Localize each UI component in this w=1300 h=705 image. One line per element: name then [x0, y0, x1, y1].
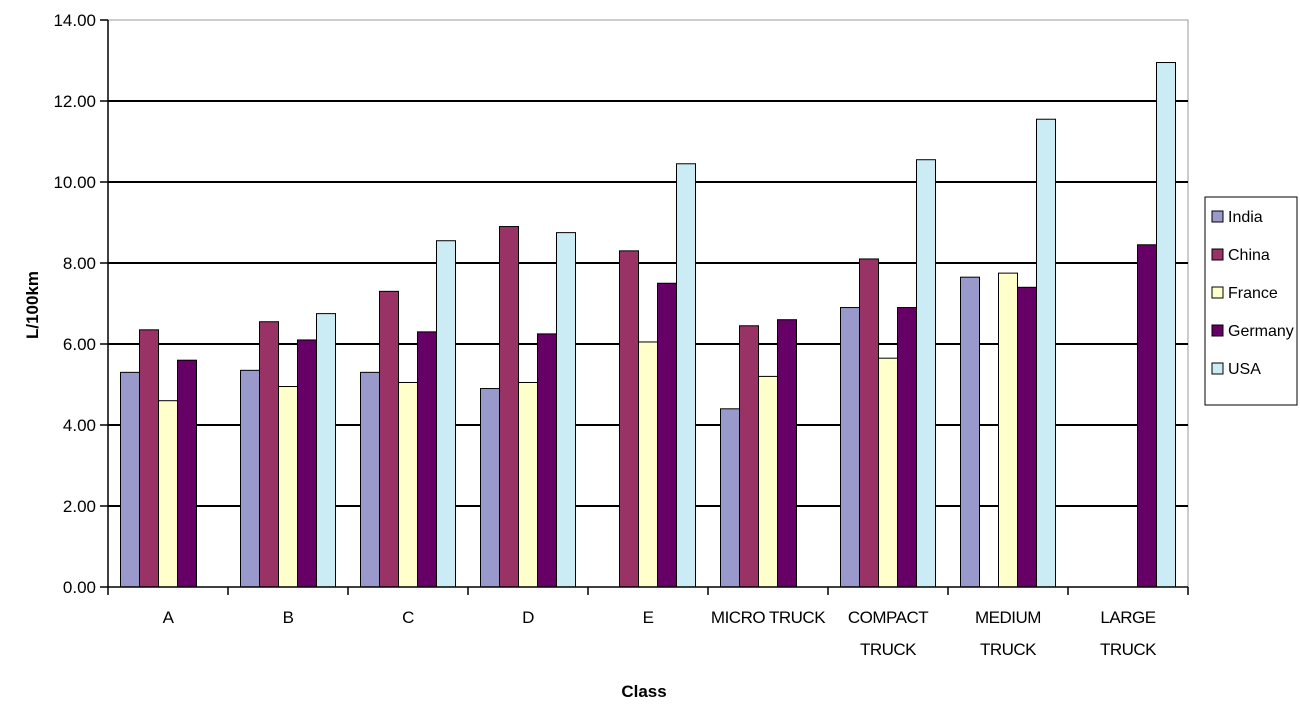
bar-germany [417, 331, 437, 588]
bar-china [139, 329, 159, 588]
bar-india [720, 408, 740, 588]
legend-swatch-france [1211, 286, 1224, 299]
bar-china [859, 258, 879, 588]
bar-france [638, 341, 658, 588]
bar-usa [916, 159, 936, 588]
x-tick-label: TRUCK [1100, 640, 1157, 659]
bar-usa [316, 313, 336, 588]
bar-france [518, 381, 538, 588]
bar-germany [1017, 286, 1037, 588]
bar-france [278, 386, 298, 588]
legend: India China France Germany USA [1204, 196, 1298, 406]
legend-swatch-china [1211, 248, 1224, 261]
y-tick-label: 14.00 [53, 11, 96, 30]
bar-germany [1137, 244, 1157, 588]
bar-china [499, 226, 519, 588]
y-axis-title: L/100km [23, 271, 42, 339]
bar-china [379, 290, 399, 588]
labels-layer: 0.00 2.00 4.00 6.00 8.00 10.00 12.00 14.00 A B C D E… [53, 11, 1157, 659]
x-tick-label: LARGE [1100, 608, 1155, 627]
x-axis-title: Class [621, 682, 666, 701]
bar-germany [297, 339, 317, 588]
bar-germany [777, 319, 797, 588]
bar-china [739, 325, 759, 588]
y-tick-label: 12.00 [53, 92, 96, 111]
bar-china [259, 321, 279, 588]
bar-france [998, 272, 1018, 588]
bar-usa [676, 163, 696, 588]
bar-india [960, 276, 980, 588]
x-tick-label: MEDIUM [975, 608, 1041, 627]
x-tick-label: C [402, 608, 414, 627]
bars-layer [120, 62, 1176, 588]
bar-france [878, 357, 898, 588]
bar-india [120, 371, 140, 588]
y-tick-label: 0.00 [63, 578, 96, 597]
legend-label-france: France [1228, 285, 1278, 302]
y-tick-label: 6.00 [63, 335, 96, 354]
x-tick-label: D [522, 608, 534, 627]
legend-swatch-india [1211, 210, 1224, 223]
bar-usa [436, 240, 456, 588]
legend-label-india: India [1228, 209, 1263, 226]
x-tick-label: COMPACT [848, 608, 928, 627]
y-tick-label: 10.00 [53, 173, 96, 192]
x-tick-label: MICRO TRUCK [711, 608, 826, 627]
bar-france [158, 400, 178, 588]
bar-china [619, 250, 639, 588]
bar-india [240, 369, 260, 588]
bar-india [840, 307, 860, 588]
bar-usa [1036, 118, 1056, 588]
legend-swatch-usa [1211, 362, 1224, 375]
y-tick-label: 2.00 [63, 497, 96, 516]
bar-france [758, 375, 778, 588]
bar-germany [657, 282, 677, 588]
x-tick-label: TRUCK [980, 640, 1037, 659]
y-tick-label: 4.00 [63, 416, 96, 435]
x-tick-label: TRUCK [860, 640, 917, 659]
bar-india [480, 388, 500, 588]
bar-germany [537, 333, 557, 588]
x-tick-label: E [643, 608, 654, 627]
y-tick-label: 8.00 [63, 254, 96, 273]
bar-usa [1156, 62, 1176, 588]
legend-label-china: China [1228, 247, 1270, 264]
legend-label-germany: Germany [1228, 323, 1294, 340]
x-tick-label: A [163, 608, 175, 627]
legend-label-usa: USA [1228, 361, 1261, 378]
axes-layer [100, 19, 1189, 595]
bar-india [360, 371, 380, 588]
legend-swatch-germany [1211, 324, 1224, 337]
bar-germany [897, 307, 917, 588]
bar-germany [177, 359, 197, 588]
bar-france [398, 381, 418, 588]
bar-usa [556, 232, 576, 588]
x-tick-label: B [283, 608, 294, 627]
